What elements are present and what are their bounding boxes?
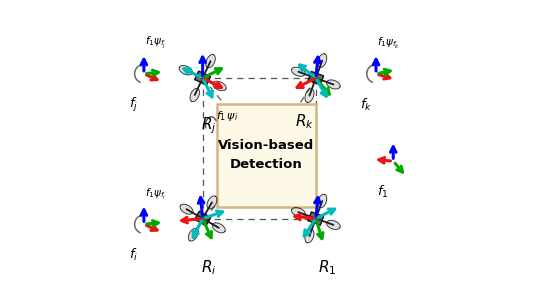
- Polygon shape: [212, 223, 225, 233]
- Polygon shape: [206, 54, 215, 68]
- Polygon shape: [213, 81, 226, 91]
- Polygon shape: [180, 204, 193, 214]
- Text: $f_1\,\psi_i$: $f_1\,\psi_i$: [215, 109, 238, 122]
- Polygon shape: [318, 194, 327, 208]
- Text: $\mathit{f}_{j}$: $\mathit{f}_{j}$: [129, 96, 138, 114]
- Polygon shape: [305, 229, 314, 243]
- Text: $\mathit{R}_{i}$: $\mathit{R}_{i}$: [201, 259, 216, 277]
- Polygon shape: [327, 80, 340, 89]
- Polygon shape: [327, 220, 340, 230]
- Text: $\mathit{f}_{i}$: $\mathit{f}_{i}$: [129, 247, 138, 263]
- Polygon shape: [188, 228, 198, 241]
- Polygon shape: [179, 65, 192, 75]
- Polygon shape: [318, 54, 327, 67]
- Polygon shape: [308, 71, 323, 85]
- Text: $\mathit{R}_{k}$: $\mathit{R}_{k}$: [295, 113, 314, 131]
- Text: $f_1\psi_{f_i}$: $f_1\psi_{f_i}$: [145, 187, 166, 202]
- Polygon shape: [195, 71, 211, 85]
- Polygon shape: [292, 208, 305, 217]
- Text: Vision-based
Detection: Vision-based Detection: [218, 139, 314, 171]
- FancyBboxPatch shape: [217, 104, 316, 207]
- Polygon shape: [195, 211, 211, 226]
- Polygon shape: [305, 89, 314, 102]
- Polygon shape: [292, 67, 305, 76]
- Text: $\mathit{f}_{1}$: $\mathit{f}_{1}$: [377, 184, 389, 200]
- Text: $\mathit{f}_{k}$: $\mathit{f}_{k}$: [360, 96, 372, 113]
- Polygon shape: [308, 212, 323, 225]
- Polygon shape: [190, 88, 200, 102]
- Text: $\mathit{R}_{j}$: $\mathit{R}_{j}$: [201, 115, 216, 136]
- Text: $\mathit{R}_{1}$: $\mathit{R}_{1}$: [318, 259, 336, 277]
- Text: $f_1\psi_{f_k}$: $f_1\psi_{f_k}$: [377, 36, 400, 51]
- Text: $f_1\psi_{f_j}$: $f_1\psi_{f_j}$: [145, 35, 166, 51]
- Polygon shape: [207, 196, 217, 209]
